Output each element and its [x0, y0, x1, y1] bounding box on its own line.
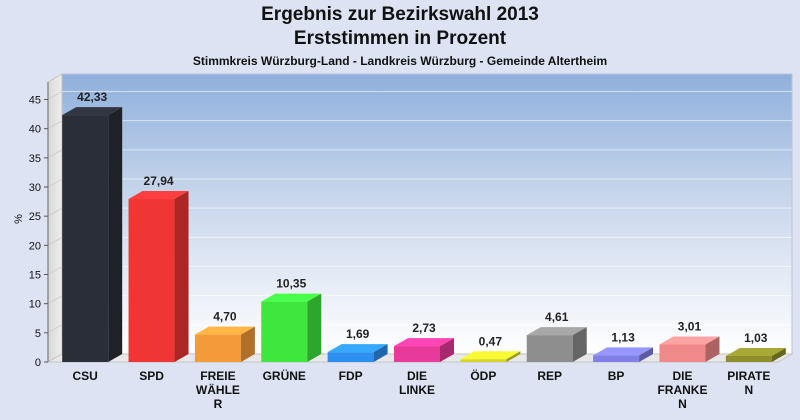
- category-label: PIRATE N: [727, 369, 770, 397]
- bar-csu: [62, 107, 123, 362]
- bar-side: [240, 326, 255, 362]
- gridline-side: [47, 120, 63, 130]
- chart-subtitle: Erststimmen in Prozent: [293, 28, 507, 49]
- value-label: 42,33: [77, 90, 107, 104]
- y-tick-label: 20: [29, 240, 41, 252]
- bars: [62, 107, 786, 362]
- bar-top: [725, 347, 786, 356]
- category-label: FDP: [339, 369, 363, 383]
- bar-top: [62, 107, 123, 116]
- bar-front: [593, 355, 640, 362]
- bar-side: [572, 327, 587, 362]
- category-label: REP: [537, 369, 562, 383]
- gridline-side: [47, 207, 63, 217]
- gridline-side: [47, 91, 63, 100]
- y-tick-label: 35: [29, 153, 41, 165]
- bar-front: [526, 335, 573, 362]
- bar-side: [307, 293, 322, 362]
- category-label: ÖDP: [470, 368, 496, 383]
- gridline-side: [47, 266, 63, 275]
- value-label: 0,47: [479, 334, 503, 348]
- bar-top: [261, 293, 322, 302]
- value-label: 4,61: [545, 310, 569, 324]
- bar-top: [194, 326, 255, 335]
- category-label: SPD: [139, 369, 164, 383]
- bar-top: [128, 191, 189, 200]
- bar-front: [194, 334, 241, 362]
- category-label: BP: [608, 369, 625, 383]
- bar-spd: [128, 191, 189, 362]
- gridline-side: [47, 295, 63, 305]
- y-tick-label: 40: [29, 124, 41, 136]
- bar-top: [394, 338, 454, 347]
- bar-front: [394, 346, 440, 362]
- bar-side: [705, 336, 720, 362]
- category-label: GRÜNE: [263, 368, 306, 383]
- bar-front: [460, 359, 507, 362]
- y-tick-label: 15: [29, 270, 41, 282]
- bar-side: [174, 191, 189, 362]
- y-axis-label: %: [13, 214, 25, 224]
- gridline-side: [47, 236, 63, 246]
- gridline-side: [47, 149, 63, 159]
- bar-freie-wähler: [194, 326, 255, 362]
- value-label: 3,01: [678, 319, 702, 333]
- bar-top: [526, 327, 587, 336]
- y-tick-label: 25: [29, 211, 41, 223]
- value-label: 1,69: [346, 327, 370, 341]
- y-tick-label: 45: [29, 95, 41, 107]
- y-tick-label: 0: [35, 357, 41, 369]
- y-axis: 0 5 10 15 20 25 30 35 40 45%: [13, 82, 49, 369]
- category-labels: CSU SPD FREIE WÄHLE R GRÜNE FDP DIE LINKE ÖDP REP B…: [73, 368, 771, 411]
- value-label: 2,73: [412, 321, 436, 335]
- category-label: CSU: [73, 369, 98, 383]
- bar-side: [373, 344, 388, 362]
- bar-die-franken: [659, 336, 720, 362]
- bar-fdp: [327, 344, 388, 362]
- bar-side: [506, 351, 521, 362]
- value-label: 4,70: [213, 310, 237, 324]
- chart-title: Ergebnis zur Bezirkswahl 2013: [261, 4, 539, 25]
- bar-side: [440, 338, 454, 362]
- category-label: DIE FRANKE N: [657, 369, 707, 411]
- bar-rep: [526, 327, 587, 362]
- bar-front: [62, 115, 109, 362]
- bar-front: [725, 355, 772, 362]
- bar-front: [128, 199, 175, 362]
- y-tick-label: 30: [29, 182, 41, 194]
- bar-top: [659, 336, 720, 345]
- gridline-side: [47, 178, 63, 188]
- bar-grüne: [261, 293, 322, 362]
- bar-top: [593, 347, 654, 356]
- bar-piraten: [725, 347, 786, 362]
- value-label: 1,13: [611, 330, 635, 344]
- bar-side: [639, 347, 654, 362]
- y-tick-label: 5: [35, 328, 41, 340]
- bar-front: [261, 301, 308, 362]
- y-tick-label: 10: [29, 299, 41, 311]
- side-wall: [47, 73, 63, 363]
- category-label: FREIE WÄHLE R: [196, 369, 240, 411]
- bar-ödp: [460, 351, 521, 362]
- bar-front: [659, 344, 706, 362]
- bar-side: [771, 347, 786, 362]
- category-label: DIE LINKE: [399, 369, 435, 397]
- bar-front: [327, 352, 374, 362]
- bar-bp: [593, 347, 654, 362]
- bar-top: [460, 351, 521, 360]
- bar-top: [327, 344, 388, 353]
- gridline-side: [47, 324, 63, 334]
- chart-caption: Stimmkreis Würzburg-Land - Landkreis Wür…: [192, 54, 608, 68]
- bar-die-linke: [394, 338, 454, 362]
- value-label: 1,03: [744, 331, 768, 345]
- value-labels: 42,33 27,94 4,70 10,35 1,69 2,73 0,47 4,61 1,13 3…: [77, 90, 768, 348]
- value-label: 27,94: [144, 174, 174, 188]
- bar-side: [108, 107, 123, 362]
- value-label: 10,35: [276, 277, 306, 291]
